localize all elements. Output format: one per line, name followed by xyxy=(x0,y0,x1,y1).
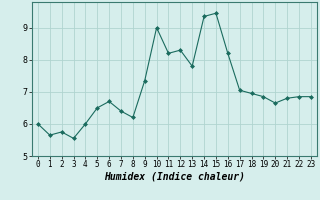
X-axis label: Humidex (Indice chaleur): Humidex (Indice chaleur) xyxy=(104,172,245,182)
